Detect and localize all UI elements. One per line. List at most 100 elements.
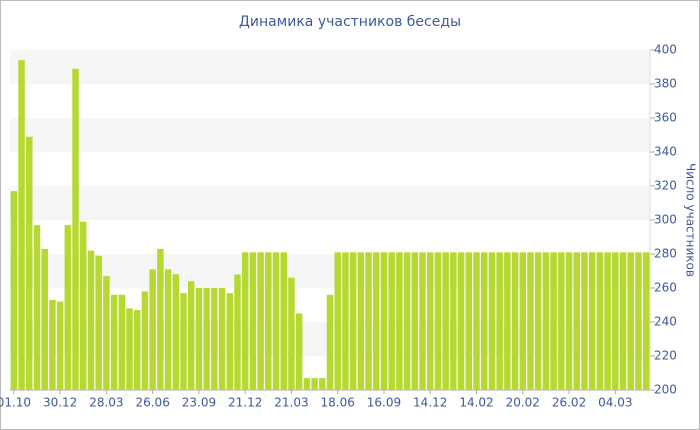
bar <box>103 276 110 390</box>
bar <box>64 225 72 390</box>
bar <box>457 252 465 390</box>
y-tick-label: 320 <box>654 179 677 193</box>
bar <box>465 252 473 390</box>
bar <box>226 293 233 390</box>
bar <box>550 252 557 390</box>
bar <box>164 269 172 390</box>
bar <box>56 301 64 390</box>
plot: 200 220 240 260 280 300 320 340 360 380 400 01.10 30… <box>0 43 677 410</box>
bar <box>288 277 295 390</box>
bar <box>203 288 210 390</box>
bar <box>596 252 604 390</box>
y-tick-label: 240 <box>654 315 677 329</box>
bar <box>542 252 550 390</box>
x-tick-label: 14.02 <box>459 396 493 410</box>
bar <box>496 252 503 390</box>
bar <box>157 248 164 390</box>
bar <box>480 252 488 390</box>
bar <box>211 288 218 390</box>
bar <box>18 60 25 390</box>
bar <box>118 294 126 390</box>
bar <box>349 252 357 390</box>
bar <box>172 274 180 390</box>
x-tick-label: 04.03 <box>598 396 632 410</box>
bar <box>187 281 195 390</box>
x-tick-label: 21.03 <box>274 396 308 410</box>
y-tick-label: 280 <box>654 247 677 261</box>
bar <box>642 252 650 390</box>
bar <box>257 252 264 390</box>
bar <box>141 291 149 390</box>
y-axis-label: Число участников <box>684 163 698 277</box>
bar <box>396 252 403 390</box>
bar <box>504 252 511 390</box>
bar <box>427 252 434 390</box>
bar <box>265 252 272 390</box>
bar <box>234 274 241 390</box>
x-tick-label: 26.02 <box>552 396 586 410</box>
bar <box>342 252 349 390</box>
bar <box>527 252 534 390</box>
grid-band <box>10 186 650 220</box>
bar <box>149 269 156 390</box>
x-tick-label: 14.12 <box>413 396 447 410</box>
bar <box>411 252 419 390</box>
bar <box>573 252 580 390</box>
bar <box>473 252 480 390</box>
bar <box>33 225 41 390</box>
bar <box>534 252 542 390</box>
y-tick-label: 260 <box>654 281 677 295</box>
bar <box>295 313 303 390</box>
y-tick-label: 340 <box>654 145 677 159</box>
bar <box>388 252 395 390</box>
x-tick-label: 20.02 <box>506 396 540 410</box>
bar <box>581 252 588 390</box>
bar <box>95 255 102 390</box>
bar <box>280 252 287 390</box>
x-tick-label: 26.06 <box>135 396 169 410</box>
x-tick-label: 23.09 <box>182 396 216 410</box>
y-tick-label: 300 <box>654 213 677 227</box>
bar <box>195 288 203 390</box>
bar <box>419 252 426 390</box>
bar <box>311 378 318 390</box>
x-tick-label: 18.06 <box>321 396 355 410</box>
bar <box>442 252 449 390</box>
bar <box>218 288 226 390</box>
x-tick-label: 16.09 <box>367 396 401 410</box>
y-tick-label: 200 <box>654 383 677 397</box>
y-tick-label: 360 <box>654 111 677 125</box>
bar <box>241 252 249 390</box>
bar <box>373 252 380 390</box>
bar <box>180 293 187 390</box>
bar <box>627 252 634 390</box>
bar <box>49 299 56 390</box>
bar <box>41 248 48 390</box>
grid-band <box>10 50 650 84</box>
bar <box>565 252 573 390</box>
bar <box>619 252 627 390</box>
y-tick-label: 220 <box>654 349 677 363</box>
bar <box>380 252 388 390</box>
bar <box>249 252 257 390</box>
y-tick-label: 400 <box>654 43 677 57</box>
bar <box>110 294 118 390</box>
bar <box>450 252 457 390</box>
bar <box>133 310 141 390</box>
bar <box>403 252 411 390</box>
x-tick-label: 30.12 <box>43 396 77 410</box>
bar <box>519 252 527 390</box>
bar <box>588 252 596 390</box>
grid-band <box>10 118 650 152</box>
bar <box>319 378 326 390</box>
y-tick-label: 380 <box>654 77 677 91</box>
bar <box>604 252 611 390</box>
bar <box>434 252 442 390</box>
x-tick-label: 21.12 <box>228 396 262 410</box>
bar <box>10 191 18 390</box>
bar <box>72 68 79 390</box>
bar <box>334 252 341 390</box>
bar <box>80 221 87 390</box>
